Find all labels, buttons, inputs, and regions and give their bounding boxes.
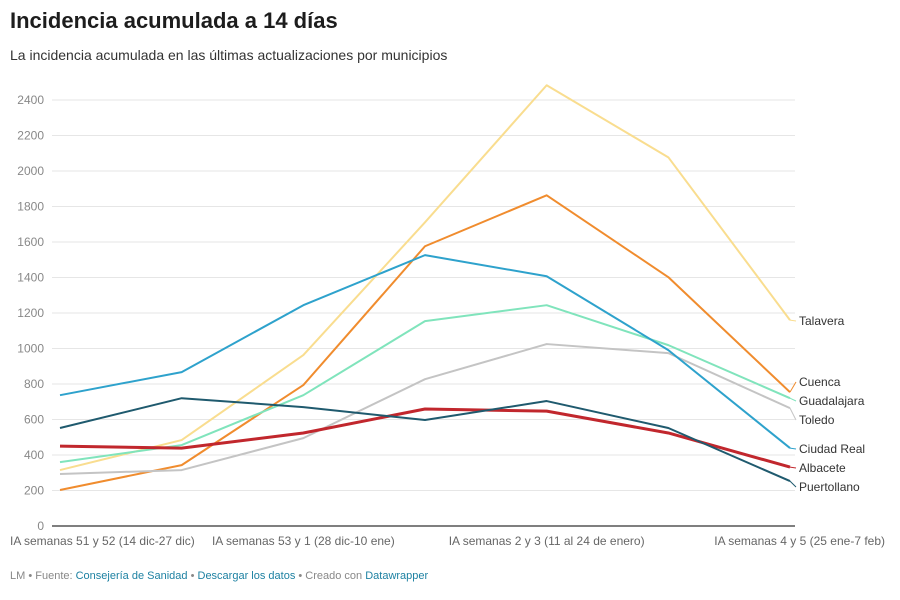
series-line-ciudad-real bbox=[59, 254, 791, 449]
x-tick-label: IA semanas 2 y 3 (11 al 24 de enero) bbox=[449, 534, 645, 548]
series-label: Guadalajara bbox=[799, 394, 865, 408]
series-line-albacete bbox=[59, 407, 791, 469]
y-tick-label: 1600 bbox=[17, 235, 44, 249]
y-tick-label: 800 bbox=[24, 377, 44, 391]
label-connector bbox=[789, 319, 797, 322]
label-connector bbox=[789, 407, 797, 421]
label-connector bbox=[789, 381, 797, 393]
y-tick-label: 1000 bbox=[17, 342, 44, 356]
y-tick-label: 1800 bbox=[17, 200, 44, 214]
y-tick-label: 0 bbox=[37, 519, 44, 533]
label-connector bbox=[789, 466, 797, 469]
y-tick-label: 2200 bbox=[17, 129, 44, 143]
x-tick-label: IA semanas 4 y 5 (25 ene-7 feb) bbox=[714, 534, 885, 548]
series-label: Puertollano bbox=[799, 480, 860, 494]
y-tick-label: 2000 bbox=[17, 164, 44, 178]
footer-prefix: LM • Fuente: bbox=[10, 570, 76, 582]
y-tick-label: 1200 bbox=[17, 306, 44, 320]
source-link[interactable]: Consejería de Sanidad bbox=[75, 570, 188, 582]
label-connector bbox=[789, 480, 797, 488]
chart-footer: LM • Fuente: Consejería de Sanidad • Des… bbox=[10, 570, 428, 582]
y-tick-label: 1400 bbox=[17, 271, 44, 285]
series-line-puertollano bbox=[59, 397, 791, 483]
series-line-cuenca bbox=[59, 194, 791, 491]
chart-subtitle: La incidencia acumulada en las últimas a… bbox=[10, 47, 448, 63]
series-label: Toledo bbox=[799, 413, 835, 427]
x-tick-label: IA semanas 51 y 52 (14 dic-27 dic) bbox=[10, 534, 195, 548]
series-label: Cuenca bbox=[799, 375, 841, 389]
series-label: Ciudad Real bbox=[799, 442, 865, 456]
series-line-guadalajara bbox=[59, 304, 791, 464]
chart-title: Incidencia acumulada a 14 días bbox=[10, 8, 338, 33]
y-tick-label: 200 bbox=[24, 484, 44, 498]
series-label: Albacete bbox=[799, 461, 846, 475]
series-label: Talavera bbox=[799, 314, 845, 328]
x-tick-label: IA semanas 53 y 1 (28 dic-10 ene) bbox=[212, 534, 395, 548]
datawrapper-link[interactable]: Datawrapper bbox=[365, 570, 429, 582]
y-tick-label: 2400 bbox=[17, 93, 44, 107]
series-line-talavera bbox=[59, 84, 791, 472]
y-tick-label: 400 bbox=[24, 448, 44, 462]
label-connector bbox=[789, 397, 797, 402]
footer-sep: • Creado con bbox=[295, 570, 366, 582]
y-tick-label: 600 bbox=[24, 413, 44, 427]
footer-sep: • bbox=[187, 570, 198, 582]
label-connector bbox=[789, 447, 797, 450]
download-data-link[interactable]: Descargar los datos bbox=[197, 570, 296, 582]
series-line-toledo bbox=[59, 343, 791, 475]
